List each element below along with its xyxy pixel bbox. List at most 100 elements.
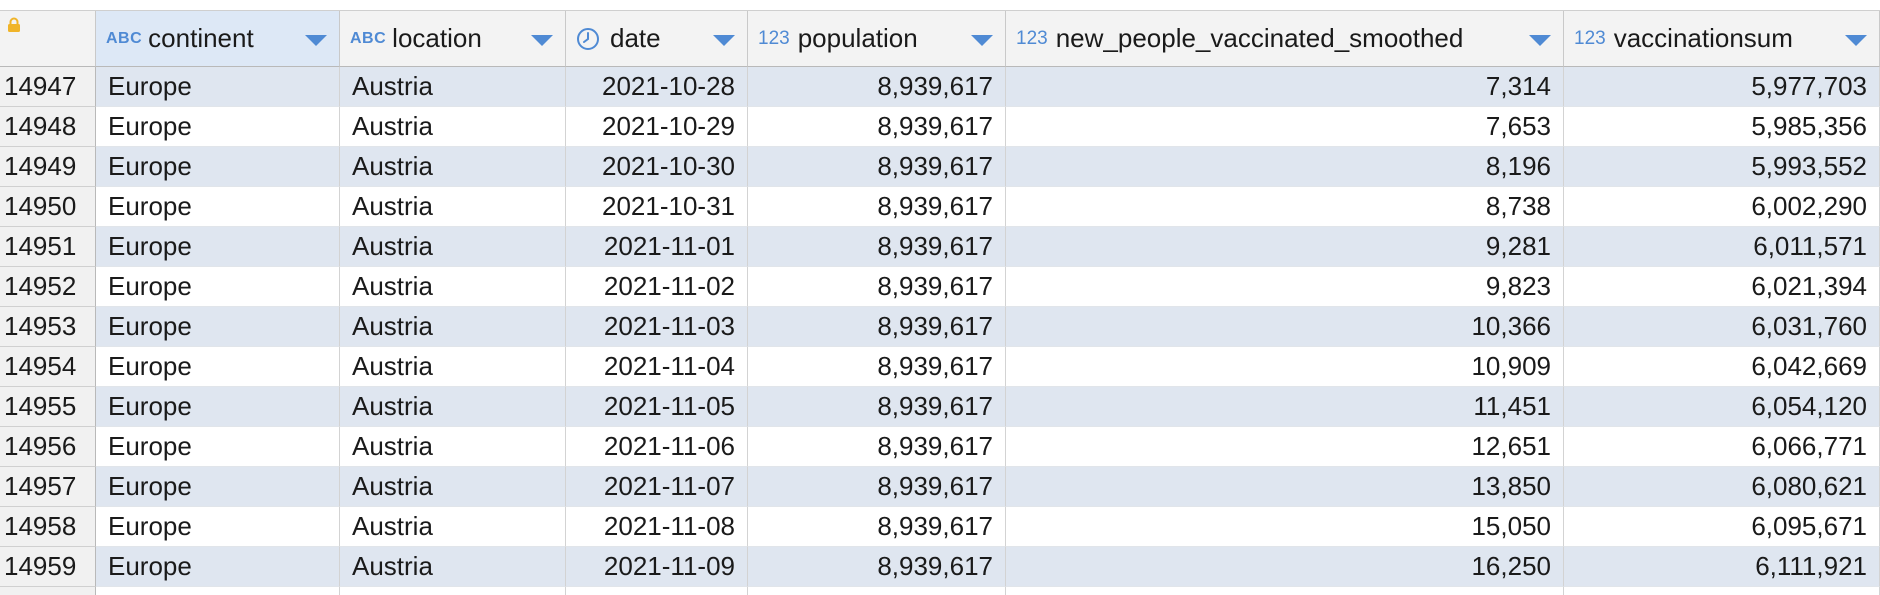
cell-new-people-vaccinated-smoothed[interactable]: 7,314 [1006, 67, 1564, 107]
row-number[interactable]: 14952 [0, 267, 96, 307]
row-number[interactable]: 14957 [0, 467, 96, 507]
column-header-continent[interactable]: ABC continent [96, 11, 340, 67]
cell-population[interactable]: 8,939,617 [748, 467, 1006, 507]
cell-new-people-vaccinated-smoothed[interactable]: 7,653 [1006, 107, 1564, 147]
cell-population[interactable]: 8,939,617 [748, 507, 1006, 547]
cell-continent[interactable]: Europe [96, 547, 340, 587]
cell-continent[interactable]: Europe [96, 387, 340, 427]
cell-new-people-vaccinated-smoothed[interactable]: 10,366 [1006, 307, 1564, 347]
cell-vaccinationsum[interactable]: 5,977,703 [1564, 67, 1880, 107]
cell-new-people-vaccinated-smoothed[interactable]: 8,196 [1006, 147, 1564, 187]
cell-location[interactable]: Austria [340, 227, 566, 267]
column-header-vaccinationsum[interactable]: 123 vaccinationsum [1564, 11, 1880, 67]
chevron-down-icon[interactable] [1845, 35, 1867, 46]
row-number[interactable]: 14947 [0, 67, 96, 107]
cell-continent[interactable]: Europe [96, 507, 340, 547]
cell-continent[interactable]: Europe [96, 307, 340, 347]
cell-location[interactable]: Austria [340, 347, 566, 387]
cell-date[interactable]: 2021-11-06 [566, 427, 748, 467]
cell-location[interactable]: Austria [340, 507, 566, 547]
column-header-location[interactable]: ABC location [340, 11, 566, 67]
row-number[interactable]: 14948 [0, 107, 96, 147]
cell-date[interactable]: 2021-11-05 [566, 387, 748, 427]
cell-new-people-vaccinated-smoothed[interactable]: 13,850 [1006, 467, 1564, 507]
cell-vaccinationsum[interactable]: 6,066,771 [1564, 427, 1880, 467]
corner-cell[interactable] [0, 11, 96, 67]
chevron-down-icon[interactable] [305, 35, 327, 46]
cell-continent[interactable]: Europe [96, 147, 340, 187]
cell-population[interactable]: 8,939,617 [748, 307, 1006, 347]
cell-new-people-vaccinated-smoothed[interactable]: 8,738 [1006, 187, 1564, 227]
cell-date[interactable]: 2021-11-07 [566, 467, 748, 507]
cell-location[interactable]: Austria [340, 267, 566, 307]
cell-new-people-vaccinated-smoothed[interactable]: 10,909 [1006, 347, 1564, 387]
chevron-down-icon[interactable] [1529, 35, 1551, 46]
cell-population[interactable]: 8,939,617 [748, 147, 1006, 187]
cell-date[interactable]: 2021-11-04 [566, 347, 748, 387]
cell-vaccinationsum[interactable]: 6,080,621 [1564, 467, 1880, 507]
cell-population[interactable]: 8,939,617 [748, 227, 1006, 267]
cell-location[interactable]: Austria [340, 427, 566, 467]
cell-location[interactable]: Austria [340, 547, 566, 587]
cell-location[interactable]: Austria [340, 307, 566, 347]
cell-date[interactable]: 2021-11-08 [566, 507, 748, 547]
cell-location[interactable]: Austria [340, 147, 566, 187]
cell-vaccinationsum[interactable]: 6,095,671 [1564, 507, 1880, 547]
cell-vaccinationsum[interactable]: 6,011,571 [1564, 227, 1880, 267]
cell-location[interactable]: Austria [340, 387, 566, 427]
cell-continent[interactable]: Europe [96, 107, 340, 147]
cell-location[interactable]: Austria [340, 187, 566, 227]
chevron-down-icon[interactable] [713, 35, 735, 46]
cell-continent[interactable]: Europe [96, 427, 340, 467]
row-number[interactable]: 14959 [0, 547, 96, 587]
cell-population[interactable]: 8,939,617 [748, 67, 1006, 107]
cell-vaccinationsum[interactable]: 5,985,356 [1564, 107, 1880, 147]
cell-date[interactable]: 2021-10-31 [566, 187, 748, 227]
column-header-new-people-vaccinated-smoothed[interactable]: 123 new_people_vaccinated_smoothed [1006, 11, 1564, 67]
cell-continent[interactable]: Europe [96, 227, 340, 267]
cell-date[interactable]: 2021-11-03 [566, 307, 748, 347]
cell-population[interactable]: 8,939,617 [748, 347, 1006, 387]
cell-date[interactable]: 2021-11-02 [566, 267, 748, 307]
cell-new-people-vaccinated-smoothed[interactable]: 9,823 [1006, 267, 1564, 307]
cell-population[interactable]: 8,939,617 [748, 267, 1006, 307]
cell-date[interactable]: 2021-11-09 [566, 547, 748, 587]
cell-vaccinationsum[interactable]: 6,054,120 [1564, 387, 1880, 427]
cell-vaccinationsum[interactable]: 6,002,290 [1564, 187, 1880, 227]
chevron-down-icon[interactable] [531, 35, 553, 46]
cell-new-people-vaccinated-smoothed[interactable]: 9,281 [1006, 227, 1564, 267]
cell-continent[interactable]: Europe [96, 267, 340, 307]
cell-date[interactable]: 2021-10-29 [566, 107, 748, 147]
cell-location[interactable]: Austria [340, 67, 566, 107]
cell-continent[interactable]: Europe [96, 347, 340, 387]
cell-date[interactable]: 2021-10-30 [566, 147, 748, 187]
cell-population[interactable]: 8,939,617 [748, 427, 1006, 467]
cell-vaccinationsum[interactable]: 5,993,552 [1564, 147, 1880, 187]
row-number[interactable]: 14955 [0, 387, 96, 427]
chevron-down-icon[interactable] [971, 35, 993, 46]
cell-population[interactable]: 8,939,617 [748, 107, 1006, 147]
cell-vaccinationsum[interactable]: 6,111,921 [1564, 547, 1880, 587]
cell-date[interactable]: 2021-10-28 [566, 67, 748, 107]
row-number[interactable]: 14958 [0, 507, 96, 547]
column-header-date[interactable]: date [566, 11, 748, 67]
cell-vaccinationsum[interactable]: 6,031,760 [1564, 307, 1880, 347]
cell-new-people-vaccinated-smoothed[interactable]: 15,050 [1006, 507, 1564, 547]
cell-population[interactable]: 8,939,617 [748, 547, 1006, 587]
cell-continent[interactable]: Europe [96, 67, 340, 107]
row-number[interactable]: 14953 [0, 307, 96, 347]
cell-new-people-vaccinated-smoothed[interactable]: 16,250 [1006, 547, 1564, 587]
cell-population[interactable]: 8,939,617 [748, 387, 1006, 427]
cell-continent[interactable]: Europe [96, 467, 340, 507]
row-number[interactable]: 14951 [0, 227, 96, 267]
cell-new-people-vaccinated-smoothed[interactable]: 11,451 [1006, 387, 1564, 427]
cell-population[interactable]: 8,939,617 [748, 187, 1006, 227]
column-header-population[interactable]: 123 population [748, 11, 1006, 67]
cell-date[interactable]: 2021-11-01 [566, 227, 748, 267]
row-number[interactable]: 14956 [0, 427, 96, 467]
row-number[interactable]: 14949 [0, 147, 96, 187]
cell-location[interactable]: Austria [340, 467, 566, 507]
cell-vaccinationsum[interactable]: 6,042,669 [1564, 347, 1880, 387]
cell-vaccinationsum[interactable]: 6,021,394 [1564, 267, 1880, 307]
row-number[interactable]: 14950 [0, 187, 96, 227]
